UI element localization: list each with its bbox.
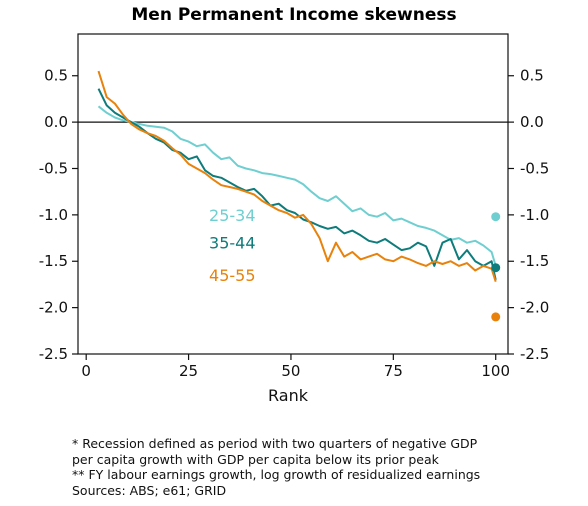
series-line-35-44 [97,88,497,281]
y-tick-right-label: -1.5 [520,252,549,270]
y-tick-left-label: -1.0 [39,206,68,224]
y-tick-right-label: 0.0 [520,113,544,131]
series-lines [97,70,497,283]
series-endpoint-35-44 [491,263,501,273]
y-axis-right: 0.5 0.0 -0.5 -1.0 -1.5 -2.0 -2.5 [508,67,549,363]
y-tick-right-label: -2.5 [520,345,549,363]
series-label-25-34: 25-34 [209,206,256,225]
y-tick-left-label: -2.5 [39,345,68,363]
x-tick-label: 25 [179,362,198,380]
y-tick-left-label: 0.0 [44,113,68,131]
y-tick-left-label: 0.5 [44,67,68,85]
series-endpoints [491,212,501,322]
series-endpoint-45-55 [491,312,501,322]
note-line-2: per capita growth with GDP per capita be… [72,451,439,467]
note-line-4: Sources: ABS; e61; GRID [72,482,227,498]
series-endpoint-25-34 [491,212,501,222]
series-labels: 25-34 35-44 45-55 [209,206,256,285]
series-label-35-44: 35-44 [209,234,256,253]
y-tick-right-label: -1.0 [520,206,549,224]
series-line-25-34 [97,105,497,267]
x-tick-label: 0 [81,362,91,380]
x-axis-label: Rank [268,386,309,405]
note-line-3: ** FY labour earnings growth, log growth… [72,467,481,482]
y-tick-left-label: -0.5 [39,159,68,177]
chart: Men Permanent Income skewness 0.5 0.0 -0.5… [39,5,550,405]
x-tick-label: 50 [281,362,300,380]
y-tick-right-label: -0.5 [520,159,549,177]
x-axis: 0 25 50 75 100 [81,354,510,380]
x-tick-label: 75 [384,362,403,380]
y-tick-right-label: -2.0 [520,299,549,317]
series-label-45-55: 45-55 [209,266,256,285]
y-tick-left-label: -1.5 [39,252,68,270]
chart-notes: * Recession defined as period with two q… [72,436,572,498]
plot-frame [77,33,509,355]
y-axis-left: 0.5 0.0 -0.5 -1.0 -1.5 -2.0 -2.5 [39,67,78,363]
y-tick-right-label: 0.5 [520,67,544,85]
plot-border [77,33,509,355]
note-line-1: * Recession defined as period with two q… [72,436,478,451]
x-tick-label: 100 [481,362,510,380]
chart-title: Men Permanent Income skewness [131,5,456,25]
y-tick-left-label: -2.0 [39,299,68,317]
series-line-45-55 [97,70,497,283]
